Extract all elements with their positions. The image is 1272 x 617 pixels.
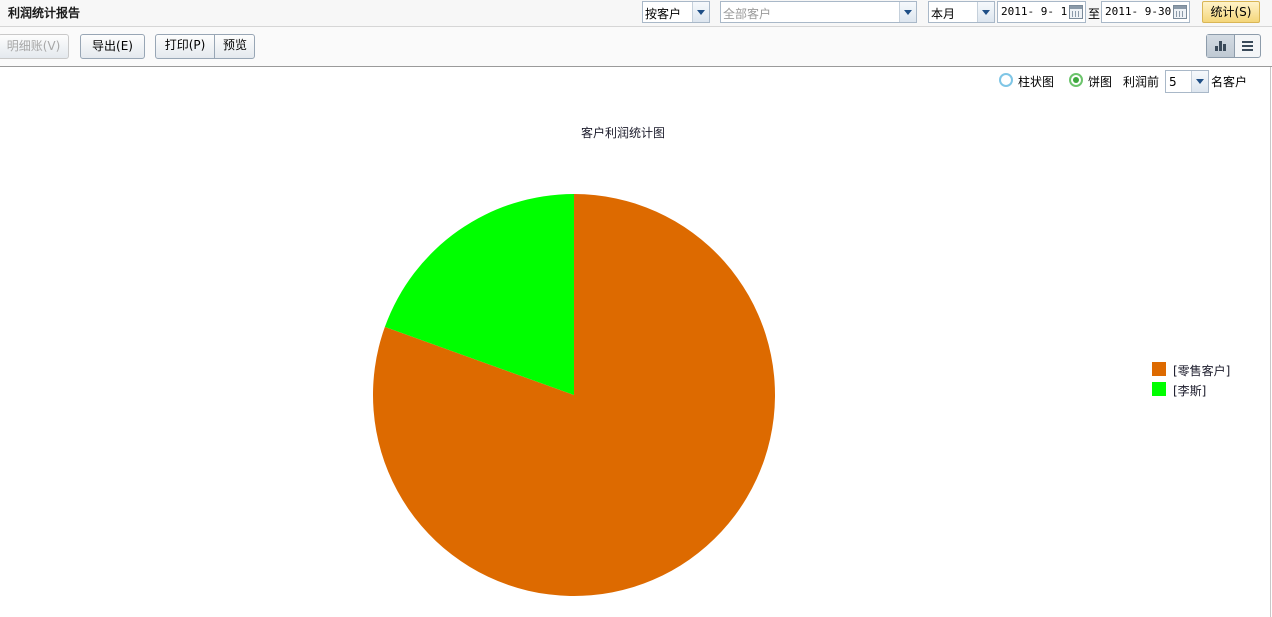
- group-by-select[interactable]: 按客户: [642, 1, 710, 23]
- calendar-icon[interactable]: [1069, 5, 1083, 19]
- chevron-down-icon[interactable]: [977, 2, 994, 22]
- date-to-field[interactable]: 2011- 9-30: [1101, 1, 1190, 23]
- list-view-button[interactable]: [1234, 35, 1261, 57]
- date-to-value: 2011- 9-30: [1105, 5, 1172, 18]
- content-border: [1270, 67, 1271, 617]
- detail-button[interactable]: 明细账(V): [0, 34, 69, 59]
- pie-chart-radio[interactable]: [1069, 73, 1083, 87]
- date-from-field[interactable]: 2011- 9- 1: [997, 1, 1086, 23]
- period-value: 本月: [931, 7, 956, 21]
- pie-chart-label: 饼图: [1088, 75, 1113, 89]
- button-divider: [214, 35, 215, 58]
- chevron-down-icon[interactable]: [899, 2, 916, 22]
- chevron-down-icon[interactable]: [692, 2, 709, 22]
- date-from-value: 2011- 9- 1: [1001, 5, 1068, 18]
- bar-chart-icon: [1215, 41, 1226, 51]
- top-n-suffix: 名客户: [1211, 75, 1248, 89]
- pie-chart: [372, 194, 775, 596]
- group-by-value: 按客户: [645, 7, 682, 21]
- list-icon: [1242, 41, 1253, 51]
- customer-placeholder: 全部客户: [723, 7, 772, 21]
- pie-slice: [384, 194, 574, 395]
- top-n-select[interactable]: 5: [1165, 70, 1209, 93]
- page-title: 利润统计报告: [8, 6, 81, 20]
- legend-swatch: [1152, 362, 1166, 376]
- print-preview-group: [155, 34, 255, 59]
- chart-view-button[interactable]: [1207, 35, 1235, 57]
- date-range-separator: 至: [1088, 7, 1101, 21]
- stat-button[interactable]: 统计(S): [1202, 1, 1260, 23]
- bar-chart-label: 柱状图: [1018, 75, 1055, 89]
- print-button[interactable]: 打印(P): [164, 38, 206, 52]
- chevron-down-icon[interactable]: [1191, 71, 1208, 92]
- legend-swatch: [1152, 382, 1166, 396]
- period-select[interactable]: 本月: [928, 1, 995, 23]
- calendar-icon[interactable]: [1173, 5, 1187, 19]
- legend-label: [零售客户]: [1173, 364, 1231, 378]
- bar-chart-radio[interactable]: [999, 73, 1013, 87]
- preview-button[interactable]: 预览: [222, 38, 247, 52]
- chart-title: 客户利润统计图: [580, 126, 665, 140]
- top-n-prefix: 利润前: [1123, 75, 1160, 89]
- pie-slice: [372, 194, 775, 596]
- customer-select[interactable]: 全部客户: [720, 1, 917, 23]
- export-button[interactable]: 导出(E): [80, 34, 145, 59]
- view-toggle: [1206, 34, 1261, 58]
- top-n-value: 5: [1169, 75, 1177, 89]
- legend-label: [李斯]: [1173, 384, 1207, 398]
